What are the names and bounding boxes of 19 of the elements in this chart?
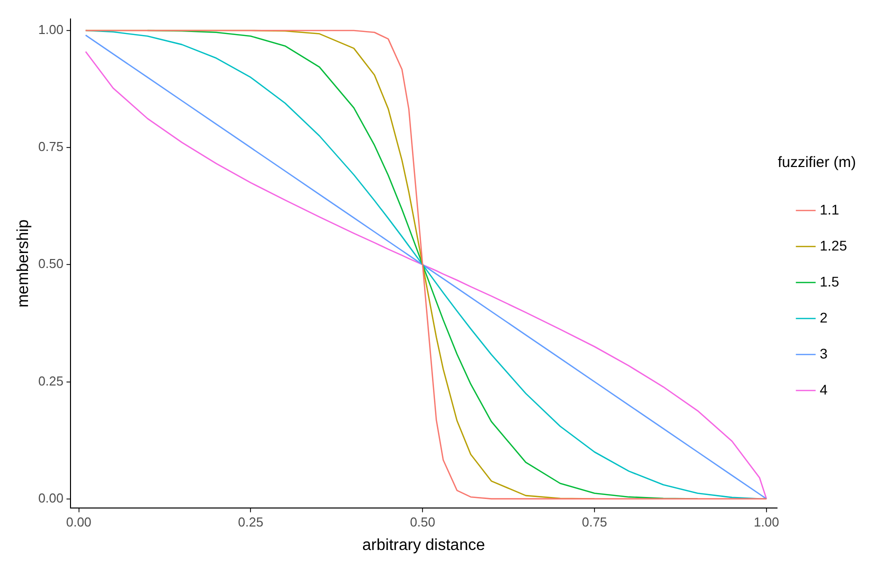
x-tick-label: 1.00 bbox=[754, 514, 780, 530]
y-tick-label: 0.75 bbox=[38, 139, 64, 154]
x-axis-title: arbitrary distance bbox=[362, 536, 486, 554]
legend-label: 2 bbox=[820, 309, 828, 326]
legend-title: fuzzifier (m) bbox=[778, 154, 856, 172]
legend-label: 4 bbox=[820, 381, 828, 398]
x-tick-label: 0.25 bbox=[238, 514, 264, 530]
y-tick-label: 1.00 bbox=[38, 22, 64, 38]
x-tick-label: 0.75 bbox=[582, 514, 608, 530]
y-tick-label: 0.00 bbox=[38, 490, 64, 506]
legend-label: 3 bbox=[820, 345, 828, 362]
y-axis-title: membership bbox=[15, 219, 32, 308]
y-tick-label: 0.50 bbox=[38, 256, 64, 272]
y-tick-label: 0.25 bbox=[38, 373, 64, 388]
legend-label: 1.25 bbox=[820, 237, 848, 254]
x-tick-label: 0.00 bbox=[66, 514, 92, 530]
legend-label: 1.1 bbox=[820, 201, 840, 218]
x-tick-label: 0.50 bbox=[410, 514, 436, 530]
legend-label: 1.5 bbox=[820, 273, 840, 290]
